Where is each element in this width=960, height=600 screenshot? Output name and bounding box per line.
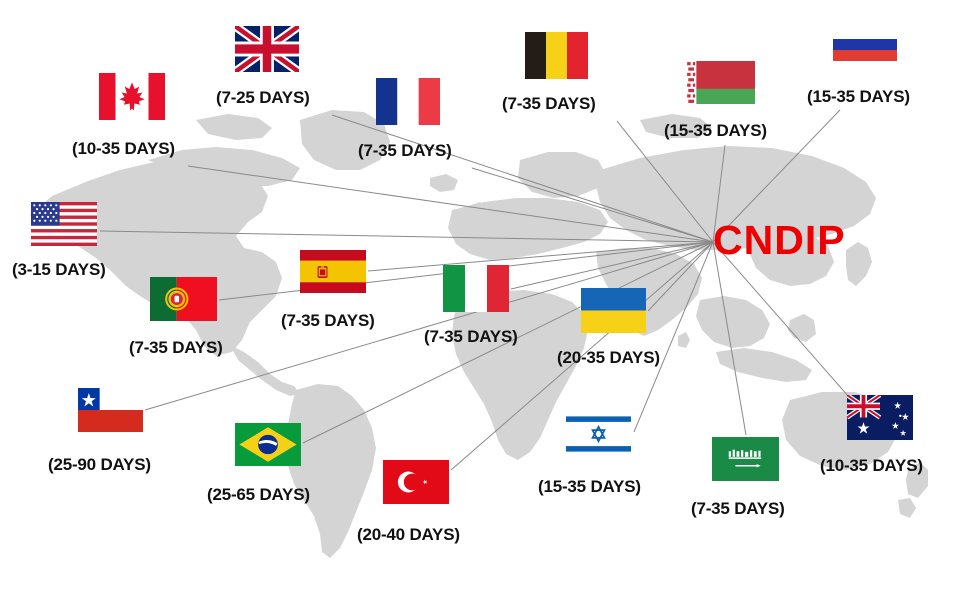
flag-canada-icon[interactable]: [99, 73, 165, 120]
flag-australia-icon[interactable]: [847, 395, 913, 440]
flag-saudi-arabia-icon[interactable]: [712, 437, 779, 481]
route-line-spain: [367, 241, 714, 272]
flag-belgium-icon[interactable]: [525, 32, 588, 79]
route-line-australia: [712, 241, 850, 398]
hub-label-cndip: CNDIP: [713, 217, 846, 263]
delivery-days-label-italy: (7-35 DAYS): [424, 327, 518, 346]
route-line-belarus: [712, 144, 726, 243]
flag-italy-icon[interactable]: [443, 265, 509, 312]
route-line-chile: [144, 241, 714, 411]
route-line-canada: [187, 165, 714, 243]
delivery-days-label-chile: (25-90 DAYS): [48, 455, 151, 474]
route-line-turkey: [450, 241, 714, 471]
delivery-days-label-turkey: (20-40 DAYS): [357, 525, 460, 544]
flag-france-icon[interactable]: [376, 78, 440, 125]
flag-portugal-icon[interactable]: [150, 277, 217, 321]
flag-belarus-icon[interactable]: [686, 61, 755, 104]
route-line-israel: [633, 241, 714, 433]
landmass-shapes: [30, 110, 928, 558]
delivery-days-label-brazil: (25-65 DAYS): [207, 485, 310, 504]
route-line-russia: [712, 109, 841, 243]
delivery-days-label-united-kingdom: (7-25 DAYS): [216, 88, 310, 107]
route-line-brazil: [302, 241, 714, 444]
delivery-days-label-belarus: (15-35 DAYS): [664, 121, 767, 140]
route-line-united-states: [99, 230, 714, 243]
delivery-days-label-canada: (10-35 DAYS): [72, 139, 175, 158]
flag-usa-icon[interactable]: [31, 202, 97, 246]
delivery-days-label-portugal: (7-35 DAYS): [129, 338, 223, 357]
flag-turkey-icon[interactable]: [383, 460, 449, 504]
route-line-ukraine: [647, 241, 714, 312]
delivery-days-label-france: (7-35 DAYS): [358, 141, 452, 160]
route-line-saudi-arabia: [712, 241, 747, 436]
flag-russia-icon[interactable]: [833, 28, 897, 61]
flag-chile-icon[interactable]: [78, 388, 143, 432]
flag-brazil-icon[interactable]: [235, 423, 301, 466]
delivery-days-label-australia: (10-35 DAYS): [820, 456, 923, 475]
delivery-days-label-belgium: (7-35 DAYS): [502, 94, 596, 113]
delivery-days-label-united-states: (3-15 DAYS): [12, 260, 106, 279]
flag-spain-icon[interactable]: [300, 250, 366, 293]
delivery-days-label-ukraine: (20-35 DAYS): [557, 348, 660, 367]
flag-ukraine-icon[interactable]: [581, 288, 646, 333]
route-line-italy: [510, 241, 714, 290]
route-line-united-kingdom: [331, 114, 714, 243]
flag-uk-icon[interactable]: [235, 26, 299, 72]
route-line-belgium: [616, 120, 714, 243]
delivery-days-label-russia: (15-35 DAYS): [807, 87, 910, 106]
route-line-france: [471, 167, 714, 243]
delivery-days-label-saudi-arabia: (7-35 DAYS): [691, 499, 785, 518]
delivery-days-label-israel: (15-35 DAYS): [538, 477, 641, 496]
flag-israel-icon[interactable]: [566, 412, 631, 456]
delivery-days-label-spain: (7-35 DAYS): [281, 311, 375, 330]
